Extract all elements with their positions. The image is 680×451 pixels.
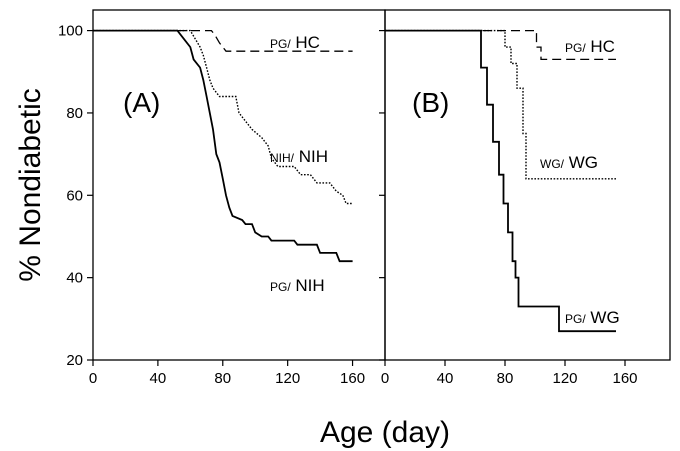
y-tick-label: 60 [66,187,83,204]
series-label: NIH/ NIH [270,147,328,166]
y-tick-label: 20 [66,352,83,369]
series-label: PG/ WG [565,308,620,327]
plot-frame [92,9,386,361]
series-label-name: NIH [294,147,328,166]
series-label: PG/ HC [565,37,615,56]
y-tick-label: 100 [58,23,83,40]
panel-label: (B) [412,87,449,118]
series-line-solid [93,29,353,263]
series-label-name: WG [586,308,620,327]
series-label-prefix: PG/ [565,312,586,326]
series-line-dotted [385,29,616,180]
series-label-prefix: PG/ [565,41,586,55]
y-tick-label: 40 [66,270,83,287]
x-axis-title: Age (day) [320,416,450,449]
series-label-name: HC [586,37,615,56]
series-label-name: WG [564,153,598,172]
x-tick-label: 160 [340,370,365,387]
series-line-solid [385,29,616,333]
series-label-prefix: WG/ [540,157,565,171]
x-tick-label: 80 [214,370,231,387]
series-line-dashed [93,29,353,52]
x-tick-label: 40 [150,370,167,387]
series-label: WG/ WG [540,153,598,172]
y-axis-title: % Nondiabetic [14,88,47,281]
series-label-prefix: PG/ [270,37,291,51]
x-tick-label: 160 [612,370,637,387]
x-tick-label: 0 [89,370,97,387]
series-label: PG/ NIH [270,276,325,295]
plot-frame [384,9,671,361]
panel-label: (A) [123,87,160,118]
x-tick-label: 40 [437,370,454,387]
series-line-dashed [385,29,616,61]
y-tick-label: 80 [66,105,83,122]
x-tick-label: 120 [275,370,300,387]
series-label-name: HC [291,33,320,52]
x-tick-label: 80 [497,370,514,387]
series-label: PG/ HC [270,33,320,52]
x-tick-label: 120 [552,370,577,387]
series-label-prefix: NIH/ [270,151,295,165]
series-label-name: NIH [291,276,325,295]
x-tick-label: 0 [381,370,389,387]
series-label-prefix: PG/ [270,280,291,294]
series-line-dotted [93,29,353,205]
